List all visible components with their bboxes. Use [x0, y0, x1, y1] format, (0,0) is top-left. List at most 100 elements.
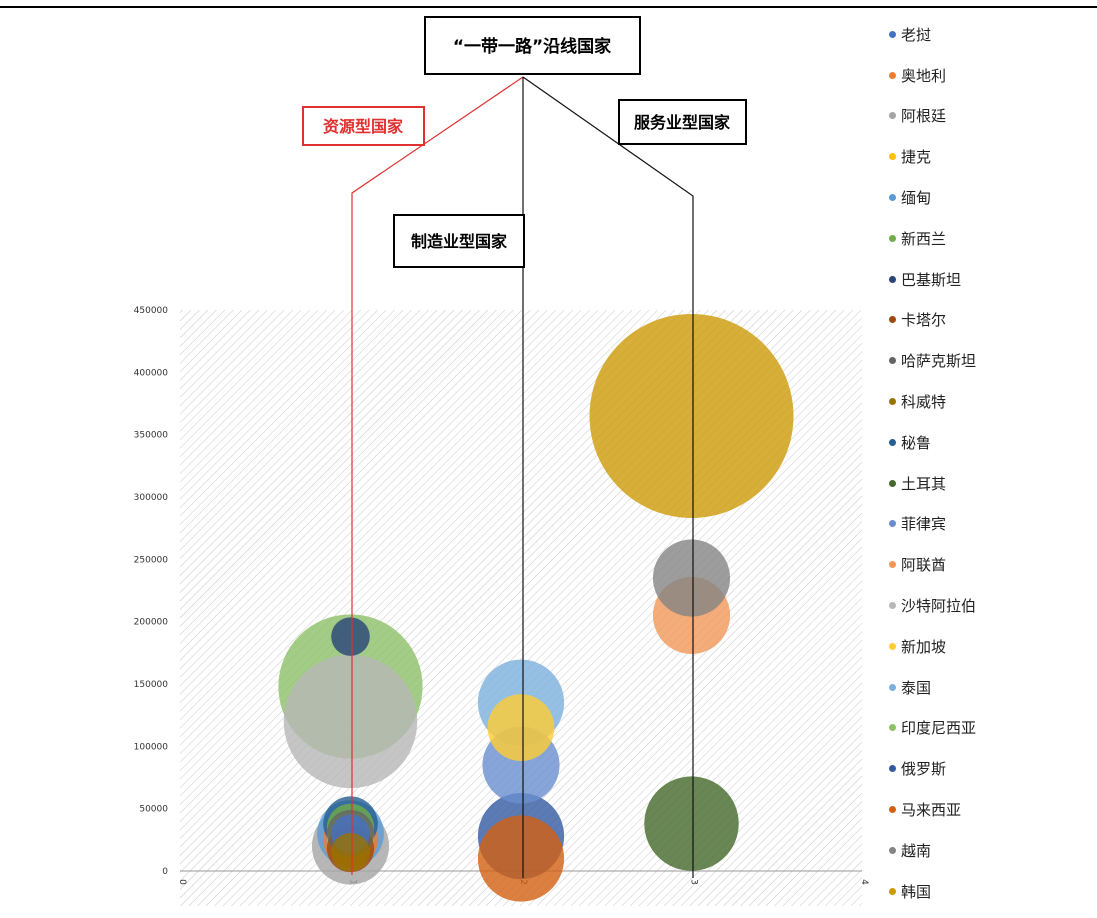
- legend-label: 沙特阿拉伯: [901, 597, 977, 616]
- root-annotation: “一带一路”沿线国家: [424, 16, 641, 75]
- legend-label: 新加坡: [901, 637, 947, 656]
- resource-annotation-text: 资源型国家: [323, 117, 404, 136]
- legend-label: 马来西亚: [901, 801, 962, 820]
- legend-label: 韩国: [901, 882, 932, 901]
- legend-dot-icon: [889, 275, 896, 283]
- bubble: [589, 313, 794, 518]
- legend-item: 缅甸: [889, 177, 1089, 218]
- legend-item: 土耳其: [889, 463, 1089, 504]
- y-tick-label: 200000: [134, 618, 169, 628]
- legend-dot-icon: [889, 806, 896, 814]
- legend-dot-icon: [889, 846, 896, 854]
- legend-label: 越南: [901, 841, 932, 860]
- y-tick-label: 300000: [134, 493, 169, 503]
- bubble: [477, 815, 565, 902]
- legend-dot-icon: [889, 602, 896, 610]
- legend-label: 缅甸: [901, 189, 932, 208]
- top-rule: [0, 6, 1097, 8]
- legend-label: 老挝: [901, 25, 932, 44]
- legend-label: 土耳其: [901, 474, 947, 493]
- service-annotation-text: 服务业型国家: [634, 113, 731, 132]
- legend-item: 阿联酋: [889, 544, 1089, 585]
- y-tick-label: 0: [162, 867, 168, 877]
- manufacturing-annotation-text: 制造业型国家: [411, 232, 508, 251]
- legend-item: 马来西亚: [889, 789, 1089, 830]
- legend-label: 卡塔尔: [901, 311, 947, 330]
- legend: 老挝奥地利阿根廷捷克缅甸新西兰巴基斯坦卡塔尔哈萨克斯坦科威特秘鲁土耳其菲律宾阿联…: [889, 14, 1089, 912]
- legend-item: 哈萨克斯坦: [889, 340, 1089, 381]
- legend-dot-icon: [889, 71, 896, 79]
- service-annotation: 服务业型国家: [618, 99, 747, 145]
- resource-annotation: 资源型国家: [302, 106, 425, 146]
- legend-item: 俄罗斯: [889, 748, 1089, 789]
- legend-label: 哈萨克斯坦: [901, 352, 977, 371]
- legend-item: 韩国: [889, 871, 1089, 912]
- legend-item: 泰国: [889, 667, 1089, 708]
- y-tick-label: 50000: [139, 805, 168, 815]
- y-tick-label: 350000: [134, 431, 169, 441]
- legend-dot-icon: [889, 112, 896, 120]
- bubble: [487, 694, 555, 762]
- legend-label: 印度尼西亚: [901, 719, 977, 738]
- legend-dot-icon: [889, 520, 896, 528]
- legend-item: 菲律宾: [889, 504, 1089, 545]
- bubble: [331, 833, 370, 872]
- legend-dot-icon: [889, 765, 896, 773]
- legend-item: 新西兰: [889, 218, 1089, 259]
- tree-lines: [351, 76, 694, 878]
- legend-dot-icon: [889, 642, 896, 650]
- y-tick-label: 100000: [134, 742, 169, 752]
- legend-dot-icon: [889, 479, 896, 487]
- legend-item: 捷克: [889, 136, 1089, 177]
- legend-dot-icon: [889, 683, 896, 691]
- bubble: [283, 654, 418, 789]
- legend-label: 俄罗斯: [901, 760, 947, 779]
- legend-dot-icon: [889, 357, 896, 365]
- legend-item: 秘鲁: [889, 422, 1089, 463]
- legend-dot-icon: [889, 194, 896, 202]
- service-branch-line: [522, 76, 694, 878]
- legend-dot-icon: [889, 438, 896, 446]
- legend-item: 沙特阿拉伯: [889, 585, 1089, 626]
- legend-dot-icon: [889, 234, 896, 242]
- manufacturing-annotation: 制造业型国家: [393, 214, 525, 268]
- legend-item: 印度尼西亚: [889, 708, 1089, 749]
- y-axis-ticks: 0 50000 100000 150000 200000 250000 300000 3500…: [134, 306, 169, 877]
- legend-dot-icon: [889, 398, 896, 406]
- resource-branch-line: [351, 76, 524, 875]
- legend-item: 阿根廷: [889, 96, 1089, 137]
- legend-label: 新西兰: [901, 229, 947, 248]
- root-annotation-text: “一带一路”沿线国家: [453, 36, 611, 57]
- legend-item: 新加坡: [889, 626, 1089, 667]
- legend-dot-icon: [889, 30, 896, 38]
- legend-label: 秘鲁: [901, 433, 932, 452]
- legend-dot-icon: [889, 887, 896, 895]
- legend-item: 老挝: [889, 14, 1089, 55]
- bubble: [652, 539, 731, 617]
- legend-item: 奥地利: [889, 55, 1089, 96]
- legend-label: 泰国: [901, 678, 932, 697]
- y-tick-label: 250000: [134, 555, 169, 565]
- legend-label: 奥地利: [901, 66, 947, 85]
- legend-item: 越南: [889, 830, 1089, 871]
- legend-label: 阿联酋: [901, 556, 947, 575]
- y-tick-label: 400000: [134, 368, 169, 378]
- legend-label: 阿根廷: [901, 107, 947, 126]
- bubble: [331, 617, 370, 656]
- legend-dot-icon: [889, 724, 896, 732]
- y-tick-label: 150000: [134, 680, 169, 690]
- legend-label: 捷克: [901, 148, 932, 167]
- legend-item: 巴基斯坦: [889, 259, 1089, 300]
- legend-dot-icon: [889, 316, 896, 324]
- y-tick-label: 450000: [134, 306, 169, 316]
- legend-dot-icon: [889, 153, 896, 161]
- bubbles: [278, 313, 794, 902]
- x-tick-label: 0: [177, 879, 187, 885]
- legend-item: 科威特: [889, 381, 1089, 422]
- bubble: [644, 776, 739, 871]
- legend-label: 巴基斯坦: [901, 270, 962, 289]
- x-tick-label: 3: [689, 879, 699, 885]
- legend-item: 卡塔尔: [889, 300, 1089, 341]
- x-tick-label: 4: [859, 879, 869, 885]
